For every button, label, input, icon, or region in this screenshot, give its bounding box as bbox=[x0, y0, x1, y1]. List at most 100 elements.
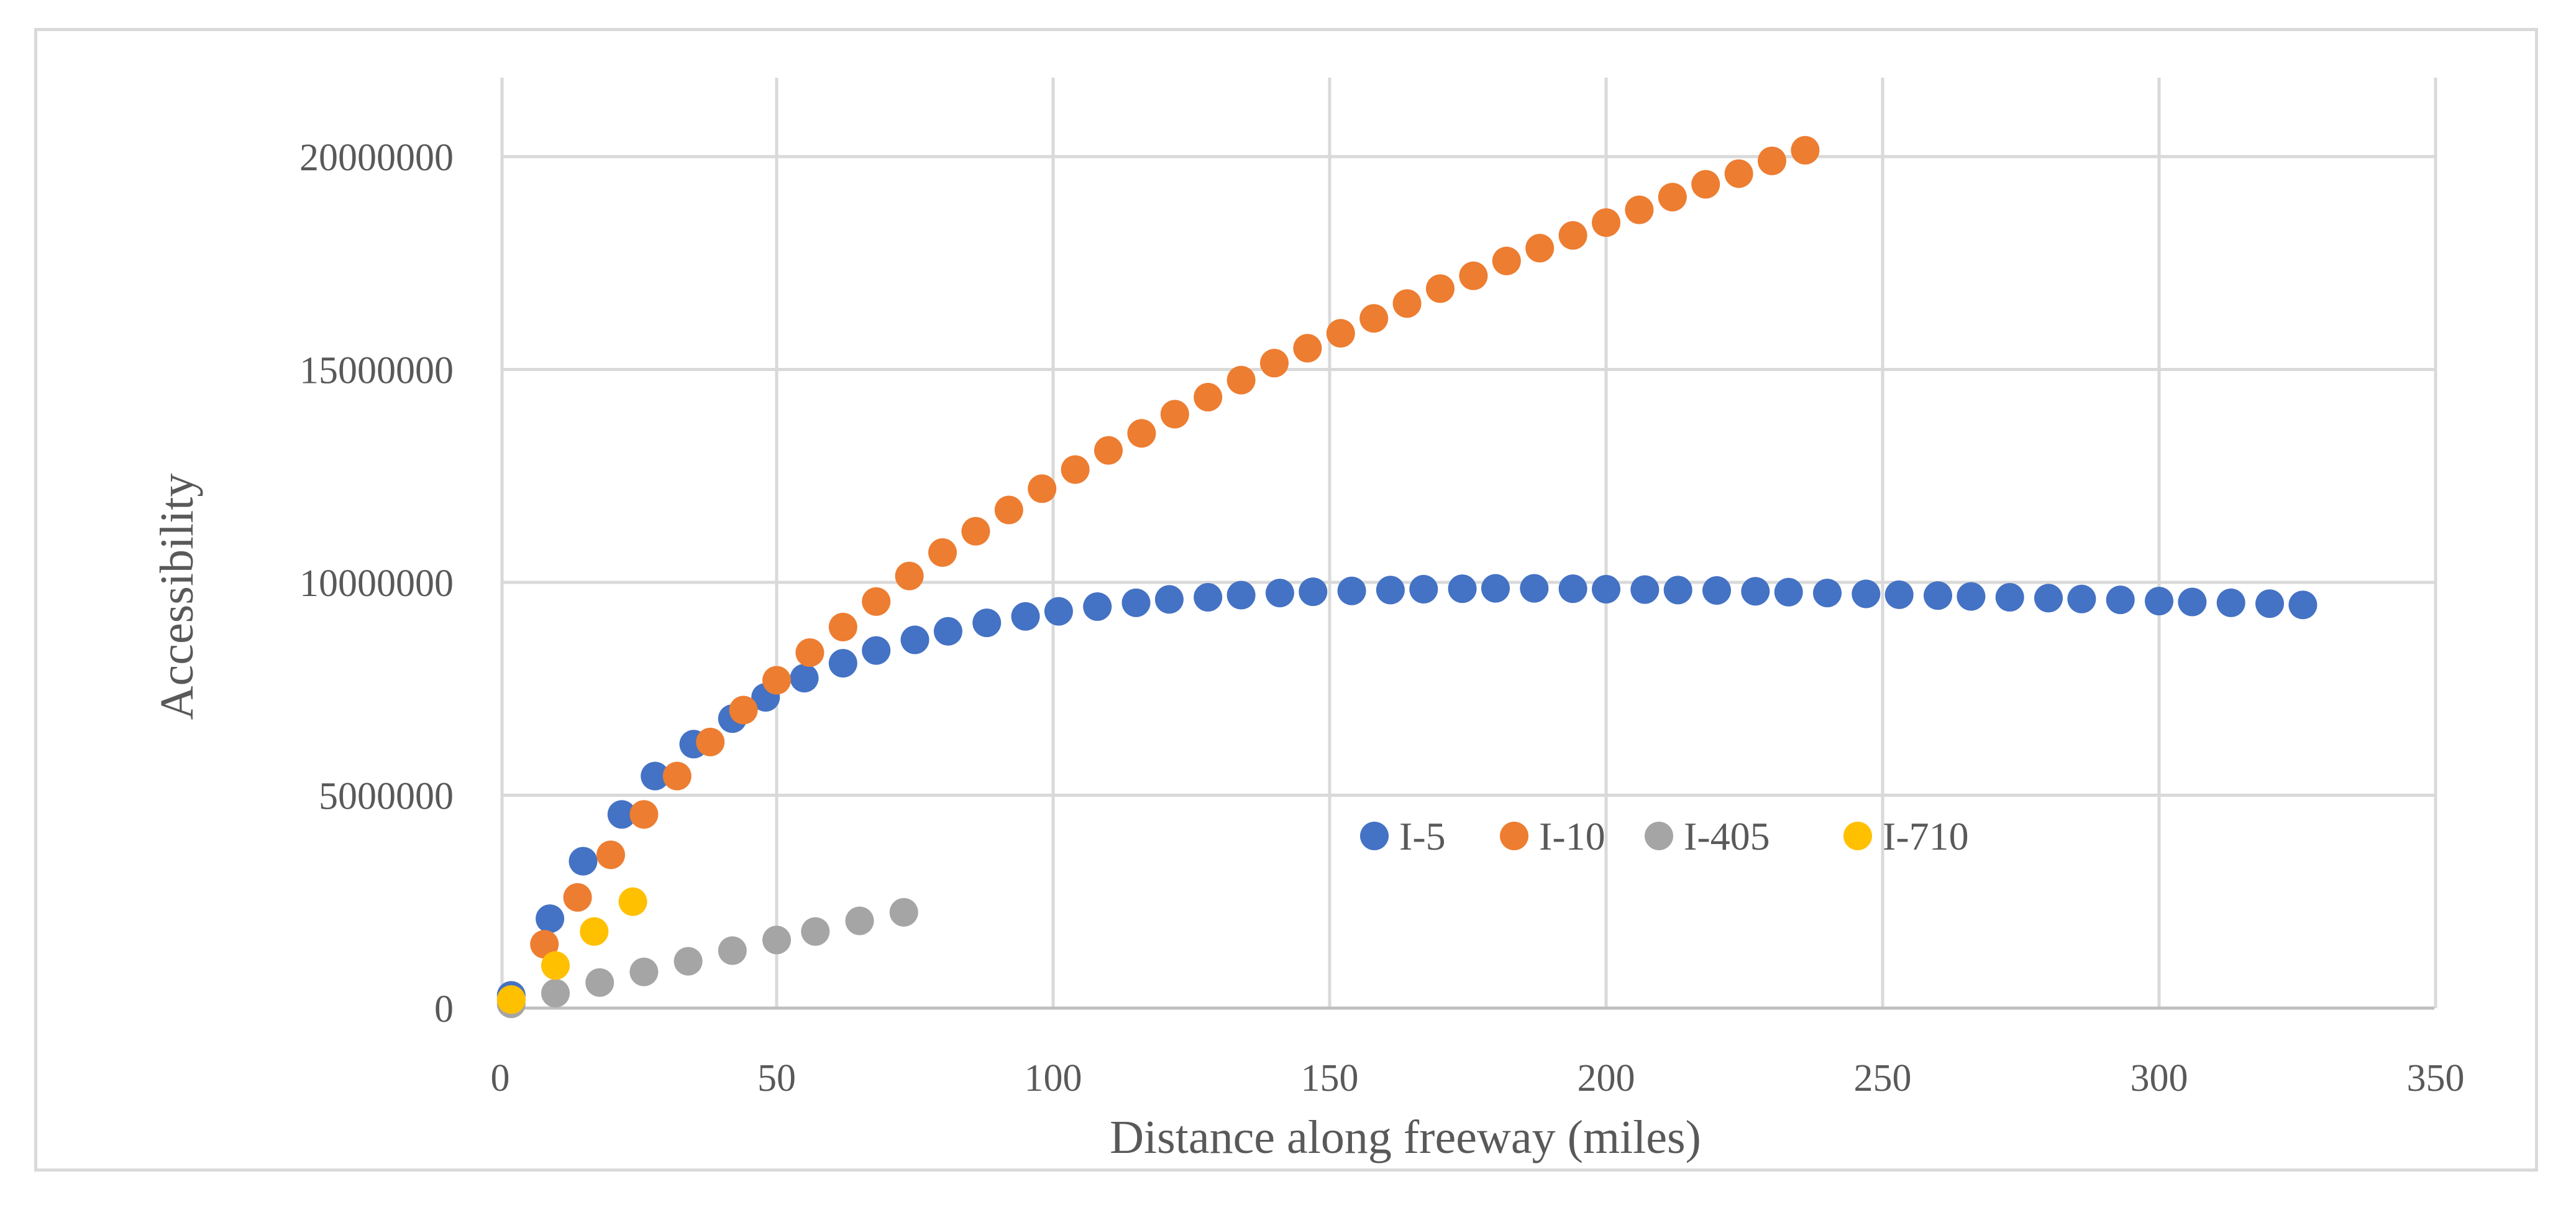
axes bbox=[500, 78, 2434, 1010]
point-i-10 bbox=[1326, 319, 1355, 348]
point-i-405 bbox=[674, 947, 703, 976]
point-i-10 bbox=[1028, 474, 1057, 503]
point-i-5 bbox=[536, 904, 565, 934]
point-i-5 bbox=[1409, 574, 1438, 604]
point-i-5 bbox=[1044, 597, 1073, 626]
legend-label-i-405: I-405 bbox=[1684, 814, 1770, 858]
point-i-10 bbox=[1558, 221, 1587, 250]
point-i-10 bbox=[961, 516, 990, 546]
x-tick-label: 350 bbox=[2407, 1057, 2465, 1099]
point-i-5 bbox=[1884, 580, 1914, 609]
x-tick-label: 300 bbox=[2131, 1057, 2188, 1099]
legend-label-i-10: I-10 bbox=[1539, 814, 1605, 858]
point-i-10 bbox=[1724, 159, 1753, 188]
point-i-5 bbox=[1481, 574, 1510, 603]
point-i-5 bbox=[1813, 579, 1842, 608]
legend-marker-i-710 bbox=[1843, 822, 1872, 850]
point-i-405 bbox=[801, 917, 830, 946]
point-i-5 bbox=[2216, 588, 2245, 617]
point-i-10 bbox=[1260, 349, 1289, 378]
point-i-10 bbox=[729, 695, 758, 725]
x-tick-label: 0 bbox=[491, 1057, 510, 1099]
point-i-5 bbox=[1702, 576, 1731, 605]
point-i-5 bbox=[1121, 588, 1151, 617]
point-i-5 bbox=[1995, 582, 2024, 612]
legend: I-5 I-10 I-405 I-710 bbox=[1360, 814, 1969, 858]
point-i-5 bbox=[1299, 577, 1328, 607]
data-points bbox=[496, 135, 2318, 1019]
point-i-10 bbox=[1758, 146, 1786, 175]
point-i-5 bbox=[900, 625, 929, 654]
point-i-5 bbox=[1630, 575, 1660, 604]
point-i-10 bbox=[1127, 419, 1156, 448]
point-i-5 bbox=[1852, 579, 1881, 608]
point-i-5 bbox=[1194, 582, 1223, 612]
point-i-10 bbox=[1359, 304, 1389, 333]
point-i-5 bbox=[569, 847, 598, 876]
x-tick-label: 50 bbox=[757, 1057, 796, 1099]
point-i-405 bbox=[762, 925, 791, 955]
point-i-10 bbox=[928, 538, 957, 567]
point-i-5 bbox=[1774, 577, 1803, 607]
point-i-5 bbox=[862, 636, 891, 665]
point-i-5 bbox=[2067, 584, 2096, 613]
point-i-5 bbox=[2178, 587, 2207, 617]
point-i-5 bbox=[1592, 574, 1620, 604]
point-i-5 bbox=[2288, 590, 2318, 620]
y-tick-label: 5000000 bbox=[319, 776, 454, 818]
y-tick-label: 20000000 bbox=[299, 137, 454, 179]
point-i-5 bbox=[1011, 602, 1040, 631]
point-i-5 bbox=[1663, 576, 1692, 605]
point-i-5 bbox=[1520, 574, 1549, 603]
point-i-10 bbox=[696, 727, 725, 756]
legend-marker-i-10 bbox=[1500, 822, 1528, 850]
point-i-10 bbox=[1293, 334, 1322, 363]
point-i-5 bbox=[2255, 589, 2284, 618]
x-tick-label: 250 bbox=[1854, 1057, 1912, 1099]
point-i-710 bbox=[496, 985, 526, 1014]
point-i-5 bbox=[1558, 574, 1587, 604]
point-i-5 bbox=[1448, 574, 1477, 604]
y-tick-label: 15000000 bbox=[299, 350, 454, 392]
point-i-5 bbox=[2034, 584, 2063, 613]
legend-label-i-710: I-710 bbox=[1883, 814, 1969, 858]
point-i-10 bbox=[1492, 246, 1521, 275]
point-i-10 bbox=[1226, 365, 1256, 395]
point-i-710 bbox=[580, 917, 609, 946]
point-i-10 bbox=[762, 666, 791, 695]
point-i-405 bbox=[845, 906, 874, 935]
point-i-5 bbox=[1265, 579, 1294, 608]
legend-marker-i-405 bbox=[1645, 822, 1673, 850]
point-i-10 bbox=[1791, 135, 1820, 165]
point-i-5 bbox=[1226, 581, 1256, 610]
point-i-5 bbox=[1924, 581, 1952, 610]
point-i-5 bbox=[1376, 576, 1405, 605]
point-i-10 bbox=[862, 587, 891, 616]
point-i-10 bbox=[1194, 383, 1223, 412]
point-i-10 bbox=[1426, 274, 1455, 303]
x-tick-label: 100 bbox=[1025, 1057, 1082, 1099]
point-i-5 bbox=[790, 664, 819, 693]
point-i-405 bbox=[889, 897, 918, 927]
point-i-405 bbox=[585, 968, 614, 997]
point-i-405 bbox=[629, 957, 659, 986]
point-i-5 bbox=[1154, 585, 1184, 614]
point-i-5 bbox=[1741, 577, 1770, 606]
point-i-710 bbox=[541, 951, 570, 980]
point-i-10 bbox=[530, 930, 559, 959]
point-i-405 bbox=[541, 979, 570, 1008]
point-i-405 bbox=[718, 936, 747, 965]
point-i-5 bbox=[1083, 592, 1112, 622]
point-i-10 bbox=[563, 883, 592, 912]
x-axis-title: Distance along freeway (miles) bbox=[1110, 1111, 1701, 1163]
point-i-10 bbox=[895, 561, 924, 590]
tick-labels: 0 50 100 150 200 250 300 350 0 5000000 10000000 150… bbox=[299, 137, 2465, 1099]
point-i-5 bbox=[1957, 582, 1986, 611]
point-i-10 bbox=[1658, 183, 1687, 212]
point-i-10 bbox=[1061, 455, 1090, 484]
point-i-10 bbox=[629, 800, 659, 829]
point-i-10 bbox=[1459, 261, 1488, 290]
point-i-5 bbox=[828, 649, 857, 678]
point-i-10 bbox=[1691, 170, 1720, 199]
